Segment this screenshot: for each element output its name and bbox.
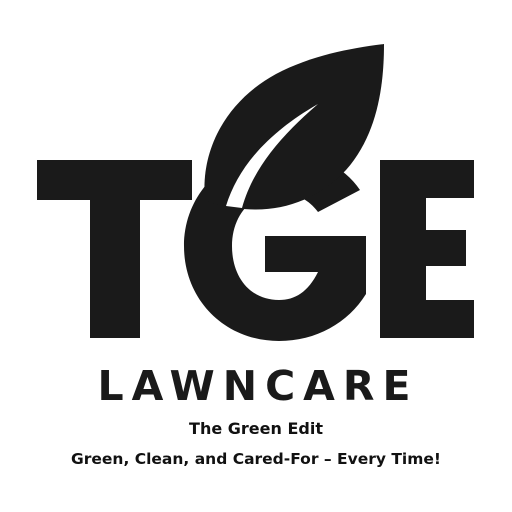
letter-t-stem	[90, 160, 140, 338]
company-tagline: Green, Clean, and Cared-For – Every Time…	[71, 450, 441, 468]
lawncare-wordmark: LAWNCARE	[97, 362, 419, 410]
letter-e	[380, 160, 474, 338]
leaf-icon	[204, 44, 384, 210]
company-subtitle: The Green Edit	[189, 419, 323, 438]
